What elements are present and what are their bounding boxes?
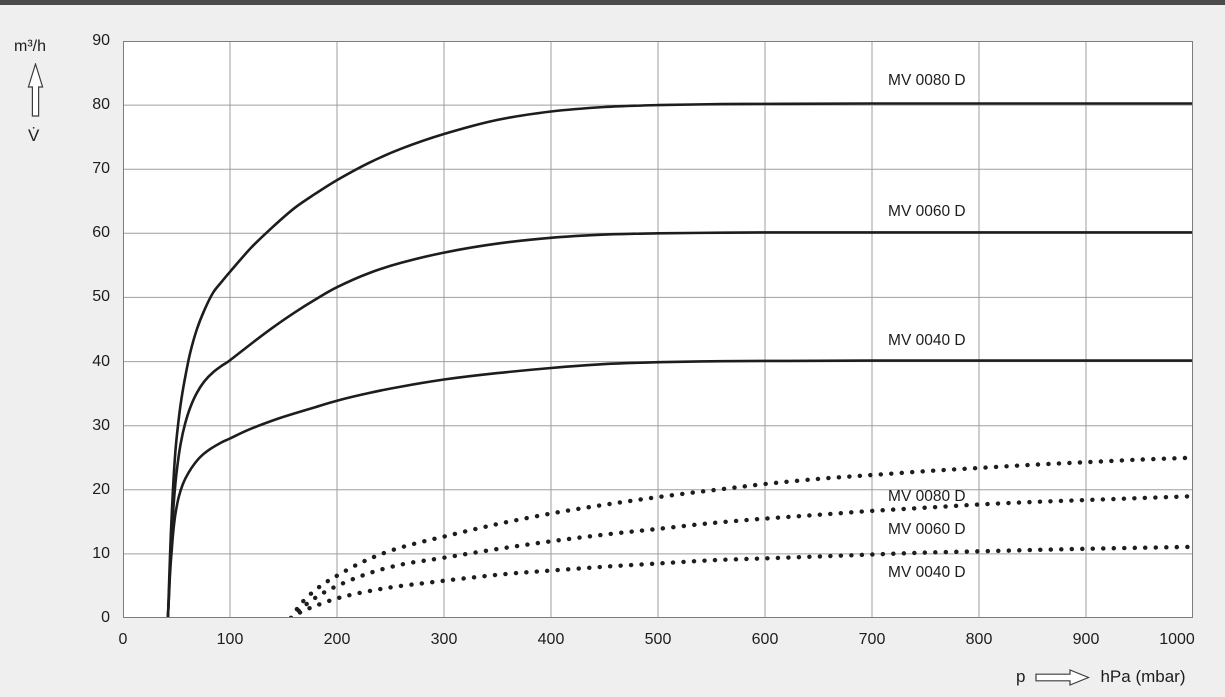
x-tick-label: 900	[1072, 631, 1100, 648]
y-tick-label: 10	[92, 544, 110, 562]
x-tick-label: 400	[537, 631, 565, 648]
x-tick-label: 700	[858, 631, 886, 648]
x-axis-label: p hPa (mbar)	[1016, 667, 1186, 687]
x-axis-unit-label: hPa (mbar)	[1100, 667, 1186, 686]
x-tick-label: 800	[965, 631, 993, 648]
top-accent-bar	[0, 0, 1225, 5]
curve-mv-0040-d-solid	[166, 359, 1193, 618]
pressure-symbol: p	[1016, 667, 1026, 686]
x-tick-label: 300	[430, 631, 458, 648]
curve-label-mv-0040-d-solid: MV 0040 D	[888, 332, 966, 350]
y-tick-label: 70	[92, 160, 110, 178]
curve-label-mv-0040-d-dotted: MV 0040 D	[888, 564, 966, 582]
y-axis-unit-label: m³/h	[14, 38, 46, 55]
plot-area	[123, 41, 1193, 618]
x-tick-label: 100	[216, 631, 244, 648]
pressure-direction-right-arrow-icon	[1035, 668, 1091, 686]
flow-symbol: V̇	[28, 126, 40, 145]
curve-label-mv-0060-d-solid: MV 0060 D	[888, 203, 966, 221]
y-tick-label: 30	[92, 416, 110, 434]
curve-mv-0060-d-solid	[166, 231, 1193, 618]
x-tick-label: 0	[118, 631, 128, 648]
curve-label-mv-0060-d-dotted: MV 0060 D	[888, 521, 966, 539]
y-tick-label: 60	[92, 224, 110, 242]
y-tick-label: 20	[92, 480, 110, 498]
y-tick-label: 90	[92, 32, 110, 49]
y-tick-label: 40	[92, 352, 110, 370]
curve-mv-0080-d-solid	[166, 102, 1193, 618]
y-tick-label: 0	[101, 609, 110, 626]
curve-mv-0080-d-dotted	[288, 455, 1193, 618]
chart-svg	[123, 41, 1193, 618]
x-tick-label: 1000	[1159, 631, 1195, 648]
flow-direction-up-arrow-icon	[27, 63, 44, 117]
x-tick-label: 500	[644, 631, 672, 648]
x-tick-label: 600	[751, 631, 779, 648]
x-tick-label: 200	[323, 631, 351, 648]
curve-label-mv-0080-d-dotted: MV 0080 D	[888, 487, 966, 505]
curve-label-mv-0080-d-solid: MV 0080 D	[888, 71, 966, 89]
y-tick-label: 80	[92, 96, 110, 114]
y-tick-label: 50	[92, 288, 110, 306]
plot-border	[123, 41, 1193, 618]
